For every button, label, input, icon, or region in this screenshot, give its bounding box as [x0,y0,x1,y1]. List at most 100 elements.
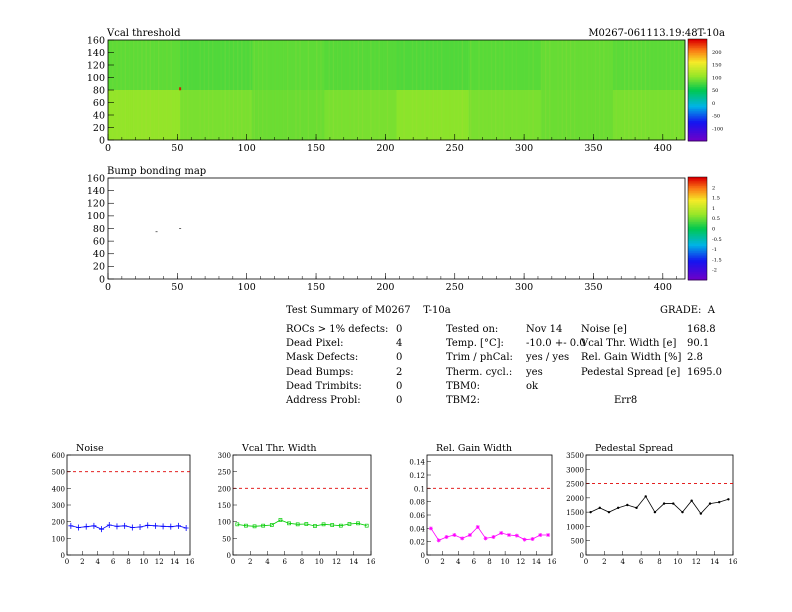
pixel-column [574,40,576,140]
pixel-column [128,40,131,140]
colorbar-band [688,233,707,236]
pixel-column [415,40,418,140]
pixel-column [466,40,467,140]
colorbar-tick-label: -2 [712,268,717,274]
colorbar-band [688,107,707,110]
y-tick-label: 2500 [566,481,584,489]
defect-value: 4 [396,338,403,350]
colorbar-band [688,192,707,195]
pixel-column [461,40,464,140]
data-point [145,522,151,529]
test-info-label: TBM0: [446,380,480,392]
x-tick-label: 10 [139,558,148,566]
pixel-column [470,40,472,140]
pixel-column [282,40,285,140]
colorbar-band [688,52,707,55]
colorbar-band [688,71,707,74]
colorbar-tick-label: 0 [712,227,715,233]
data-point [114,523,120,530]
pixel-column [486,40,489,140]
data-point [68,522,74,529]
test-info-value: yes [526,366,543,378]
x-tick-label: 0 [231,558,235,566]
colorbar-band [688,132,707,135]
x-tick-label: 4 [621,558,626,566]
colorbar-band [688,45,707,48]
pixel-column [482,40,484,140]
colorbar-band [688,103,707,106]
pixel-column [328,40,330,140]
pixel-column [137,40,139,140]
pixel-column [453,40,455,140]
map-title: Bump bonding map [107,166,206,177]
x-tick-label: 0 [105,282,111,293]
colorbar-band [688,273,707,276]
x-tick-label: 16 [729,558,738,566]
colorbar-band [688,91,707,94]
colorbar-band [688,223,707,226]
colorbar-band [688,242,707,245]
colorbar-tick-label: 50 [712,88,718,94]
data-point [137,524,143,530]
x-tick-label: 14 [170,558,179,566]
pixel-column [270,40,271,140]
data-point [330,523,335,527]
pixel-column [524,40,525,140]
pixel-column [153,40,156,140]
pixel-column [640,40,643,140]
x-tick-label: 14 [532,558,541,566]
colorbar-band [688,271,707,274]
pixel-column [299,40,301,140]
pixel-column [657,40,659,140]
x-tick-label: 12 [516,558,525,566]
data-point [460,536,465,541]
x-tick-label: 50 [171,143,183,154]
pixel-column [316,40,318,140]
pixel-column [303,40,305,140]
pixel-column [166,40,168,140]
colorbar-band [688,110,707,113]
pixel-column [170,40,172,140]
colorbar-band [688,137,707,140]
defect-value: 0 [396,352,403,364]
pixel-column [499,40,501,140]
performance-label: Vcal Thr. Width [e] [581,338,677,350]
colorbar-band [688,124,707,127]
colorbar-band [688,216,707,219]
y-tick-label: 500 [52,469,65,477]
colorbar-band [688,177,707,180]
data-point [160,523,166,530]
colorbar-band [688,206,707,209]
pixel-column [357,40,360,140]
y-tick-label: 150 [218,502,231,510]
data-point [235,522,240,527]
pixel-column [157,40,160,140]
data-point [356,521,360,526]
test-info-value: ok [526,380,539,392]
colorbar-band [688,127,707,130]
colorbar-band [688,44,707,47]
pixel-column [678,40,680,140]
colorbar-band [688,189,707,192]
roc-block-bottom [612,90,686,141]
pixel-column [399,40,401,140]
colorbar-band [688,201,707,204]
pixel-column [520,40,521,140]
colorbar-band [688,262,707,265]
colorbar-band [688,237,707,240]
data-point [168,523,174,530]
pixel-column [420,40,422,140]
pixel-column [578,40,579,140]
data-point [467,533,472,537]
series-line [70,524,187,530]
y-tick-label: 3500 [566,452,584,460]
pixel-column [291,40,293,140]
colorbar-band [688,266,707,269]
colorbar-band [688,204,707,207]
colorbar-band [688,96,707,99]
colorbar-band [688,115,707,118]
y-tick-label: 200 [218,485,231,493]
series-line [237,519,367,527]
colorbar-band [688,261,707,264]
